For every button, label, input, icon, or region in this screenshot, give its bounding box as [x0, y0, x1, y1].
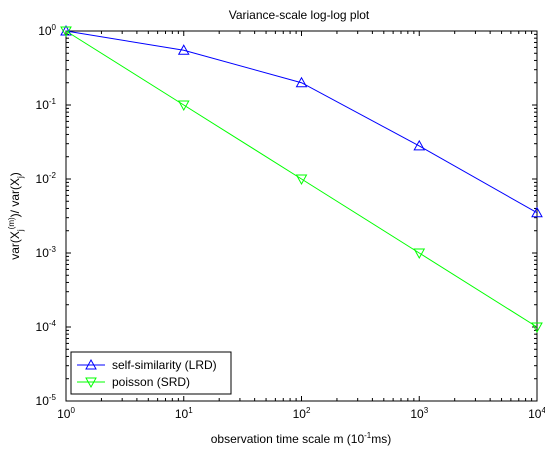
y-axis-label: var(Xj(m))/ var(Xj): [7, 172, 25, 260]
data-point-lrd: [413, 139, 426, 151]
y-tick-label: 100: [38, 23, 56, 38]
x-tick-label: 100: [57, 406, 75, 421]
series-line-srd: [65, 30, 538, 328]
x-tick-label: 101: [175, 406, 193, 421]
data-point-lrd: [177, 44, 190, 55]
legend-label-lrd: self-similarity (LRD): [112, 358, 217, 372]
legend-label-srd: poisson (SRD): [112, 375, 190, 389]
y-tick-label: 10-2: [36, 171, 57, 186]
y-tick-label: 10-1: [36, 97, 57, 112]
x-axis-ticks: 100 101 102 103 104: [57, 31, 545, 421]
data-point-lrd: [295, 76, 308, 88]
data-point-srd: [413, 248, 426, 260]
x-axis-label: observation time scale m (10-1ms): [211, 431, 392, 446]
data-point-srd: [60, 26, 72, 38]
y-axis-ticks: 100 10-1 10-2 10-3 10-4 10-5: [36, 23, 537, 408]
data-point-srd: [531, 322, 543, 334]
legend-marker-srd: [85, 377, 97, 389]
x-tick-label: 104: [528, 406, 545, 421]
legend-box: [70, 351, 232, 395]
y-tick-label: 10-3: [36, 245, 57, 260]
data-point-srd: [177, 100, 190, 112]
plot-area: [65, 30, 538, 402]
chart-title: Variance-scale log-log plot: [229, 8, 370, 22]
series-layer: [60, 24, 543, 334]
legend-marker-lrd: [85, 358, 97, 370]
x-tick-label: 103: [410, 406, 428, 421]
x-tick-label: 102: [293, 406, 311, 421]
series-line-lrd: [65, 30, 538, 214]
legend: self-similarity (LRD) poisson (SRD): [70, 351, 232, 395]
y-tick-label: 10-5: [36, 393, 57, 408]
y-tick-label: 10-4: [36, 319, 57, 334]
data-point-srd: [295, 174, 308, 186]
data-point-lrd: [531, 206, 543, 218]
